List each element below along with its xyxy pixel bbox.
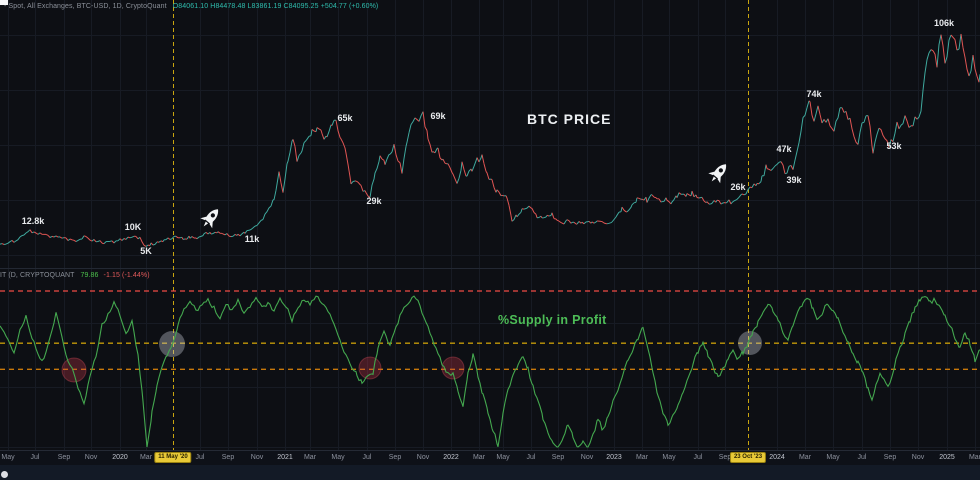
time-axis-label: Jul <box>362 454 372 461</box>
time-axis-label: Jul <box>857 454 867 461</box>
time-axis-label: 2020 <box>112 454 128 461</box>
price-annotation-label: 10K <box>124 222 142 232</box>
red-circle-marker <box>61 357 87 383</box>
red-circle-marker <box>441 356 465 380</box>
rocket-icon <box>708 164 727 184</box>
price-annotation-label: 106k <box>933 18 955 28</box>
bottom-toolbar-strip <box>0 465 980 480</box>
logo-mark <box>1 471 8 478</box>
time-axis-label: Mar <box>968 454 980 461</box>
supply-series-value: 79.86 <box>80 272 99 279</box>
gray-circle-marker <box>738 331 762 355</box>
time-axis-label: May <box>331 454 345 461</box>
time-axis-label: Sep <box>718 454 732 461</box>
price-series-legend[interactable]: - Spot, All Exchanges, BTC-USD, 1D, Cryp… <box>4 3 378 10</box>
time-axis-label: Nov <box>911 454 925 461</box>
price-annotation-label: 69k <box>430 111 446 121</box>
btc-price-series-down <box>1 33 980 247</box>
price-series-title: - Spot, All Exchanges, BTC-USD, 1D, Cryp… <box>4 3 167 10</box>
price-annotation-label: 5K <box>140 246 152 256</box>
time-axis-label: 2024 <box>769 454 785 461</box>
supply-series-legend[interactable]: IT (D, CRYPTOQUANT 79.86 -1.15 (-1.44%) <box>0 272 150 279</box>
price-annotation-label: 53k <box>886 141 902 151</box>
price-annotation-label: 11k <box>244 234 260 244</box>
time-axis-label: Jul <box>693 454 703 461</box>
time-axis-label: Mar <box>798 454 812 461</box>
time-axis-label: Sep <box>551 454 565 461</box>
btc-price-series-up <box>0 33 980 247</box>
event-date-badge[interactable]: 11 May '20 <box>154 452 192 463</box>
red-circle-marker <box>358 356 382 380</box>
time-axis-label: Mar <box>635 454 649 461</box>
time-axis-label: Nov <box>250 454 264 461</box>
time-axis-label: May <box>1 454 15 461</box>
time-axis-label: 2025 <box>939 454 955 461</box>
time-axis-label: Mar <box>303 454 317 461</box>
time-axis-label: May <box>496 454 510 461</box>
time-axis-label: Sep <box>883 454 897 461</box>
price-annotation-label: 39k <box>786 175 802 185</box>
time-axis-label: Mar <box>472 454 486 461</box>
supply-in-profit-series <box>0 295 980 448</box>
time-axis-label: Sep <box>221 454 235 461</box>
time-axis-label: Nov <box>84 454 98 461</box>
time-axis[interactable]: May Jul Sep Nov 2020 Mar Jul Sep Nov 2021 Mar May Ju… <box>0 450 980 466</box>
price-series-ohlc: O84061.10 H84478.48 L83861.19 C84095.25 … <box>172 3 379 10</box>
time-axis-label: Jul <box>195 454 205 461</box>
time-axis-label: May <box>826 454 840 461</box>
price-annotation-label: 29k <box>366 196 382 206</box>
time-axis-label: May <box>662 454 676 461</box>
time-axis-label: Sep <box>388 454 402 461</box>
time-axis-label: Mar <box>139 454 153 461</box>
rocket-icon <box>200 209 219 229</box>
event-date-badge[interactable]: 23 Oct '23 <box>729 452 767 463</box>
time-axis-label: Nov <box>416 454 430 461</box>
price-annotation-label: 26k <box>730 182 746 192</box>
price-annotation-label: 74k <box>806 89 822 99</box>
supply-series-change: -1.15 (-1.44%) <box>103 272 150 279</box>
supply-pane-title: %Supply in Profit <box>498 313 607 327</box>
price-annotation-label: 47k <box>776 144 792 154</box>
screen-corner-mark <box>0 0 8 5</box>
price-annotation-label: 12.8k <box>21 216 45 226</box>
time-axis-label: Nov <box>580 454 594 461</box>
supply-series-title: IT (D, CRYPTOQUANT <box>0 272 75 279</box>
time-axis-label: 2021 <box>277 454 293 461</box>
price-pane-title: BTC PRICE <box>527 111 612 127</box>
price-annotation-label: 65k <box>337 113 353 123</box>
time-axis-label: Jul <box>30 454 40 461</box>
time-axis-label: 2022 <box>443 454 459 461</box>
time-axis-label: Sep <box>57 454 71 461</box>
time-axis-label: 2023 <box>606 454 622 461</box>
time-axis-label: Jul <box>526 454 536 461</box>
